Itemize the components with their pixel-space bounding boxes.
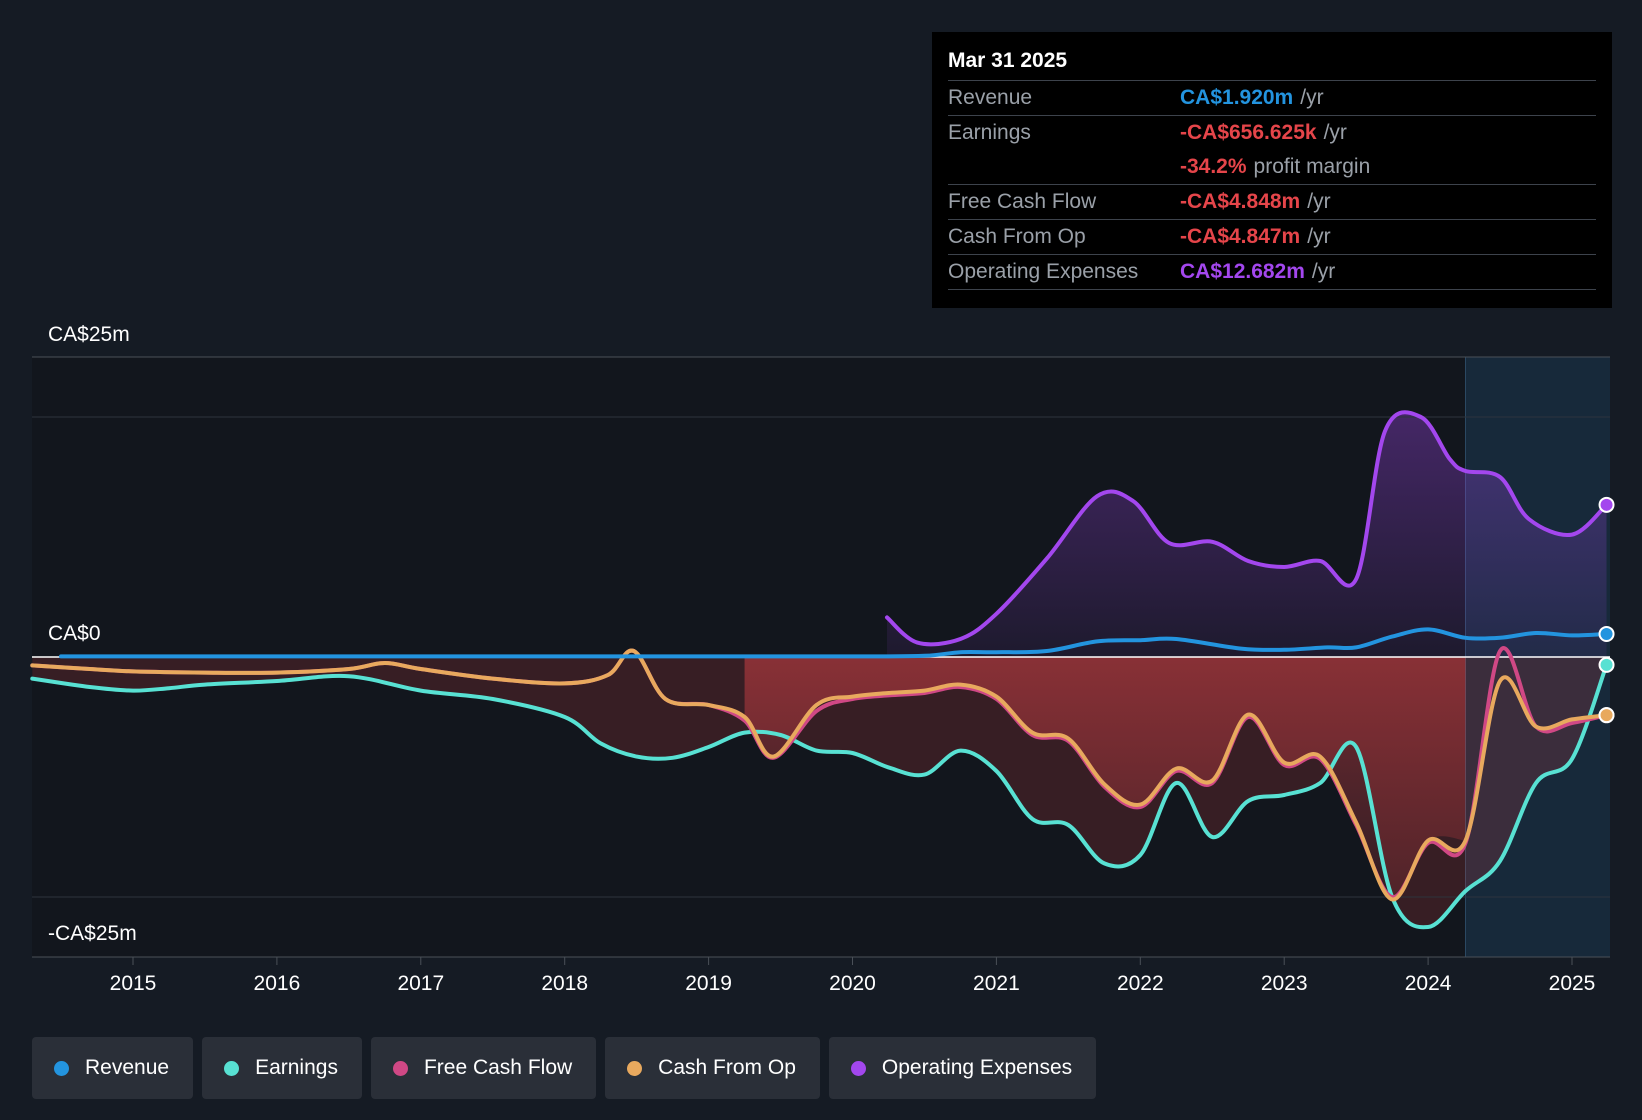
tooltip-row-label: Operating Expenses: [948, 260, 1139, 283]
revenue-line: [59, 627, 1609, 659]
legend-item-earnings[interactable]: Earnings: [202, 1037, 362, 1099]
legend-item-free-cash-flow[interactable]: Free Cash Flow: [370, 1037, 597, 1099]
tooltip-row-suffix: /yr: [1307, 190, 1331, 213]
tooltip-row: Operating Expenses CA$12.682m/yr: [948, 254, 1596, 290]
x-tick-label: 2024: [1405, 972, 1452, 995]
tooltip-row: Earnings -CA$656.625k/yr: [948, 115, 1596, 150]
tooltip-row-label: Cash From Op: [948, 225, 1086, 248]
opex-end-marker: [1598, 496, 1615, 513]
tooltip-row-suffix: /yr: [1300, 86, 1324, 109]
cfo-end-marker: [1598, 707, 1615, 724]
x-tick-label: 2017: [397, 972, 444, 995]
tooltip-row-suffix: profit margin: [1253, 155, 1371, 178]
tooltip-row-value: CA$12.682m: [1180, 260, 1305, 283]
legend-label: Cash From Op: [658, 1056, 796, 1079]
legend-label: Revenue: [85, 1056, 170, 1079]
x-tick-label: 2019: [685, 972, 732, 995]
earnings-end-marker: [1598, 656, 1615, 673]
legend-item-operating-expenses[interactable]: Operating Expenses: [828, 1037, 1097, 1099]
x-tick-label: 2021: [973, 972, 1020, 995]
x-tick-label: 2023: [1261, 972, 1308, 995]
tooltip-row-value: -34.2%: [1180, 155, 1247, 178]
tooltip-row: -34.2% profit margin: [948, 150, 1596, 184]
legend-dot-icon: [627, 1060, 643, 1076]
legend: Revenue Earnings Free Cash Flow Cash From O…: [32, 1037, 1097, 1099]
cfo-line: [30, 648, 1609, 902]
tooltip-row-label: Free Cash Flow: [948, 190, 1097, 213]
legend-dot-icon: [850, 1060, 866, 1076]
tooltip-row-suffix: /yr: [1323, 121, 1347, 144]
x-tick-label: 2018: [541, 972, 588, 995]
cashflow-area: [744, 657, 1466, 900]
opex-area: [887, 412, 1607, 657]
revenue-end-marker: [1598, 625, 1615, 642]
x-tick-label: 2020: [829, 972, 876, 995]
tooltip-row-value: -CA$4.848m: [1180, 190, 1301, 213]
x-tick-label: 2022: [1117, 972, 1164, 995]
legend-dot-icon: [54, 1060, 69, 1076]
tooltip-date: Mar 31 2025: [948, 49, 1068, 72]
legend-dot-icon: [392, 1060, 408, 1076]
legend-item-revenue[interactable]: Revenue: [32, 1037, 194, 1099]
tooltip-row: Free Cash Flow -CA$4.848m/yr: [948, 184, 1596, 219]
legend-label: Operating Expenses: [881, 1056, 1073, 1079]
y-label-top: CA$25m: [48, 323, 130, 346]
x-tick-label: 2016: [254, 972, 301, 995]
tooltip-row: Revenue CA$1.920m/yr: [948, 80, 1596, 115]
tooltip-row-suffix: /yr: [1311, 260, 1336, 283]
tooltip-panel: Mar 31 2025 Revenue CA$1.920m/yr Earnings -…: [932, 32, 1612, 308]
legend-label: Earnings: [255, 1056, 338, 1079]
y-label-bottom: -CA$25m: [48, 922, 137, 945]
tooltip-row-value: -CA$4.847m: [1180, 225, 1301, 248]
tooltip-row-value: CA$1.920m: [1180, 86, 1294, 109]
legend-label: Free Cash Flow: [423, 1056, 573, 1079]
legend-dot-icon: [224, 1060, 240, 1076]
tooltip-row-value: -CA$656.625k: [1180, 121, 1317, 144]
opex-line: [885, 410, 1609, 647]
tooltip-row-suffix: /yr: [1307, 225, 1331, 248]
x-tick-label: 2015: [110, 972, 157, 995]
y-label-zero: CA$0: [48, 622, 101, 645]
tooltip-row: Cash From Op -CA$4.847m/yr: [948, 219, 1596, 254]
earnings-line: [30, 662, 1609, 930]
legend-item-cash-from-op[interactable]: Cash From Op: [605, 1037, 820, 1099]
x-tick-label: 2025: [1549, 972, 1596, 995]
tooltip-row-label: Earnings: [948, 121, 1031, 144]
tooltip-row-label: Revenue: [948, 86, 1033, 109]
